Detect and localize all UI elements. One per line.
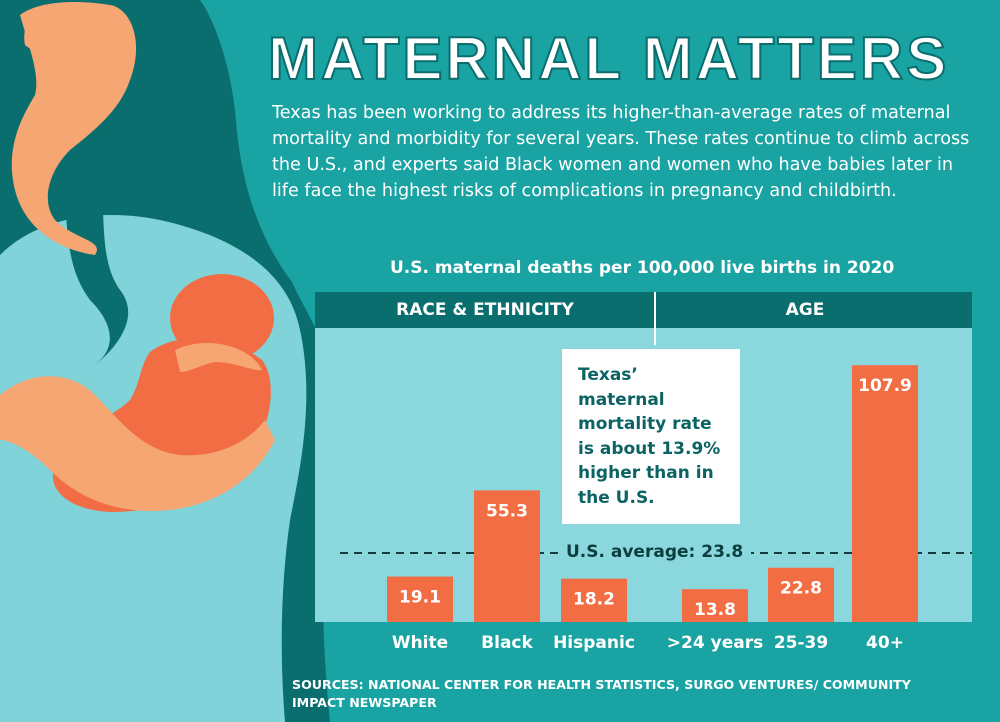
texas-callout: Texas’ maternal mortality rate is about … bbox=[562, 349, 740, 524]
bar-value-label: 13.8 bbox=[694, 600, 736, 620]
group-header-race: RACE & ETHNICITY bbox=[396, 300, 574, 320]
bar-value-label: 107.9 bbox=[858, 376, 912, 396]
bar-black bbox=[474, 490, 540, 622]
bar-value-label: 18.2 bbox=[573, 590, 615, 610]
bar-value-label: 55.3 bbox=[486, 501, 528, 521]
category-label: White bbox=[392, 633, 448, 653]
bar-24-years bbox=[682, 589, 748, 622]
bar-white bbox=[387, 576, 453, 622]
mother-arm-shape bbox=[0, 376, 275, 511]
group-header-age: AGE bbox=[785, 300, 825, 320]
bar-25-39 bbox=[768, 567, 834, 622]
sources-note: SOURCES: NATIONAL CENTER FOR HEALTH STAT… bbox=[292, 677, 911, 710]
intro-paragraph: Texas has been working to address its hi… bbox=[272, 103, 970, 201]
bar-value-label: 22.8 bbox=[780, 579, 822, 599]
category-label: 40+ bbox=[866, 633, 904, 653]
hair-strand bbox=[60, 150, 129, 365]
page-title: MATERNAL MATTERS bbox=[267, 24, 950, 93]
category-label: 25-39 bbox=[774, 633, 828, 653]
chart-header-bar bbox=[315, 292, 972, 328]
chart-title: U.S. maternal deaths per 100,000 live bi… bbox=[390, 258, 895, 278]
bar-hispanic bbox=[561, 578, 627, 622]
category-label: >24 years bbox=[667, 633, 763, 653]
category-label: Black bbox=[481, 633, 533, 653]
average-label: U.S. average: 23.8 bbox=[558, 541, 752, 563]
mother-hair-bun bbox=[24, 4, 70, 60]
bar-40 bbox=[852, 365, 918, 622]
mother-hand-shape bbox=[175, 342, 262, 372]
bar-value-label: 19.1 bbox=[399, 588, 441, 608]
mother-face-shape bbox=[11, 2, 137, 256]
category-label: Hispanic bbox=[553, 633, 635, 653]
